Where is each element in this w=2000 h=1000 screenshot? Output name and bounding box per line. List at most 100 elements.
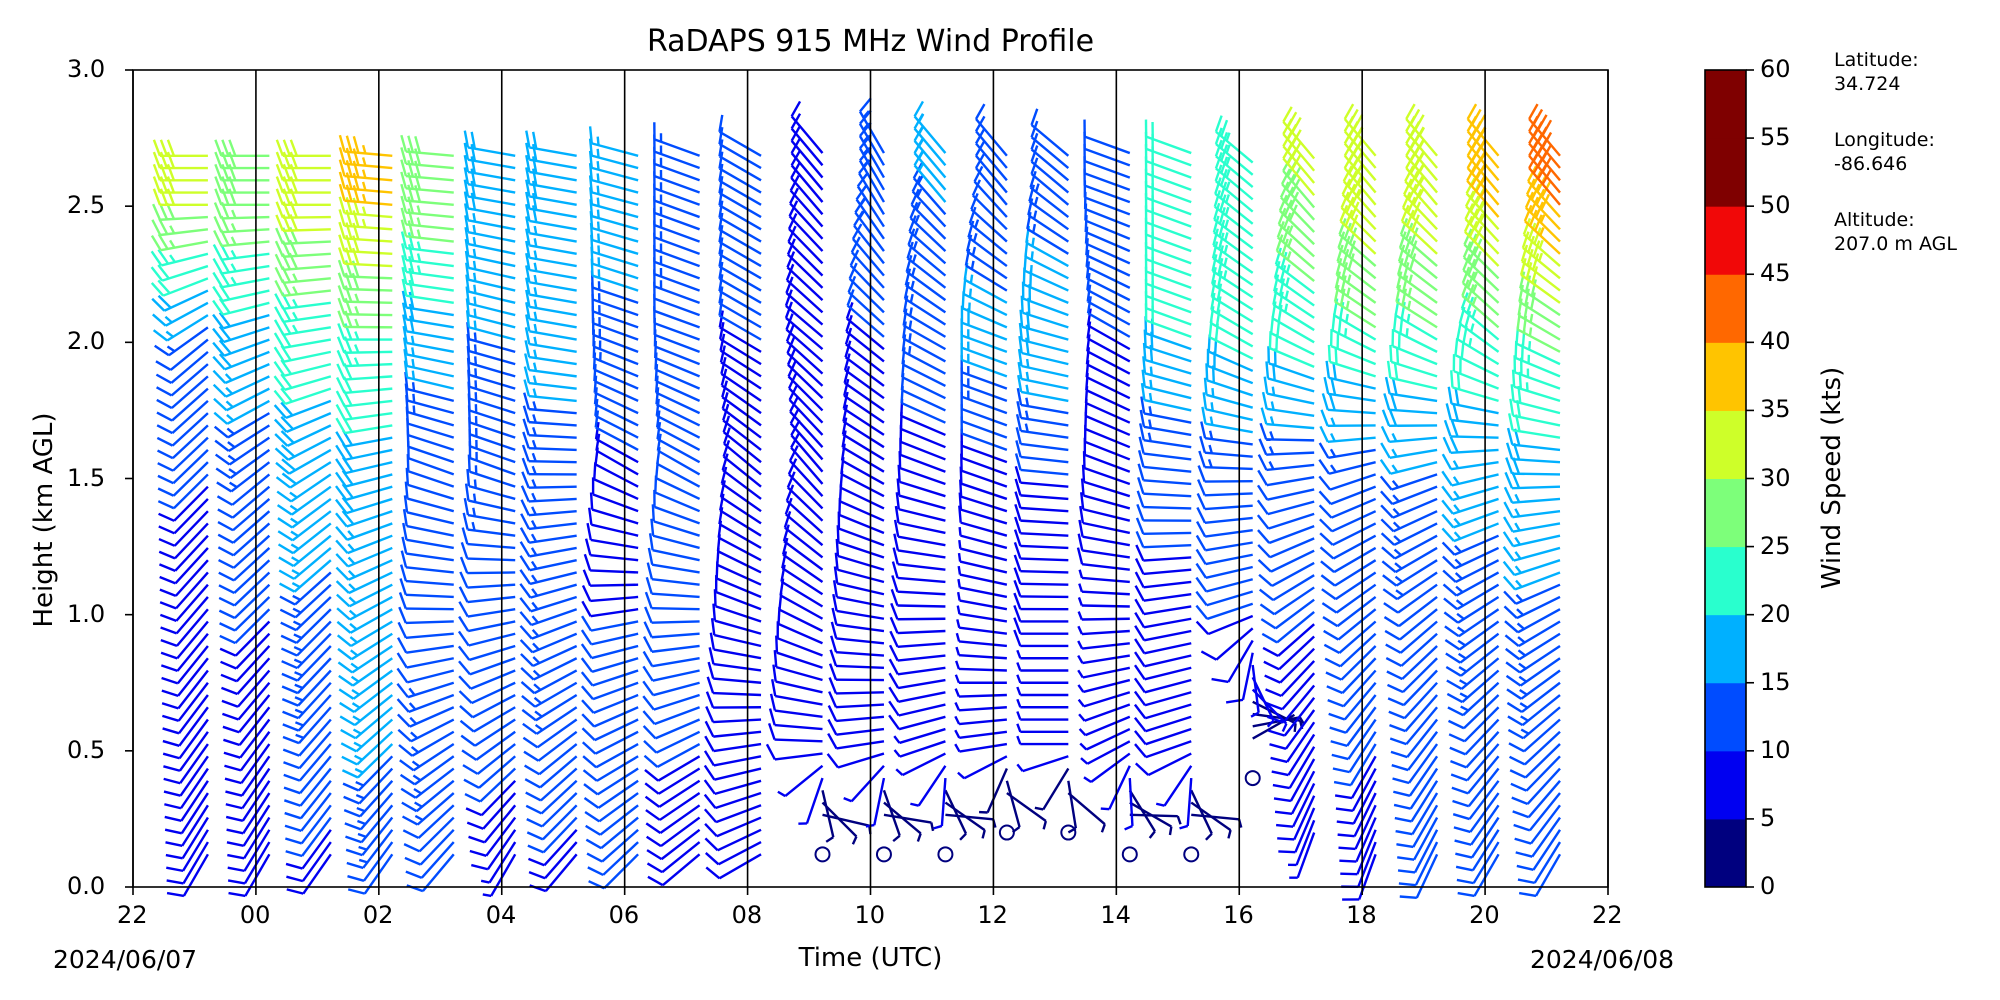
wind-barb <box>397 706 455 728</box>
wind-barb <box>401 290 454 317</box>
wind-barb <box>1444 620 1500 651</box>
wind-barb <box>897 464 946 498</box>
wind-barb <box>519 608 578 627</box>
wind-barb <box>841 417 885 461</box>
wind-barb <box>1225 652 1254 704</box>
x-tick-label: 12 <box>977 901 1008 929</box>
wind-barb <box>593 375 639 415</box>
wind-barb <box>522 718 578 749</box>
wind-barb <box>1195 562 1253 579</box>
wind-barb <box>1196 493 1253 511</box>
wind-barb <box>1258 561 1315 587</box>
wind-barb <box>1319 425 1376 444</box>
wind-barb <box>890 602 946 621</box>
wind-barb <box>643 730 701 754</box>
wind-barb <box>1139 423 1192 449</box>
wind-barb <box>1272 746 1316 790</box>
wind-barb <box>705 853 762 880</box>
wind-barb <box>1320 559 1377 587</box>
wind-barb <box>1138 436 1192 461</box>
wind-barb <box>1441 453 1499 471</box>
wind-barb <box>645 576 700 599</box>
wind-barb <box>218 571 271 607</box>
wind-barb <box>525 203 577 231</box>
wind-barb <box>1083 180 1131 216</box>
wind-barb <box>821 801 858 845</box>
wind-barb <box>718 298 762 341</box>
wind-barb <box>214 424 271 452</box>
wind-barb <box>581 693 639 714</box>
wind-barb <box>1067 792 1106 833</box>
wind-barb <box>1144 119 1192 155</box>
wind-barb <box>460 541 516 562</box>
wind-barb <box>828 691 885 709</box>
wind-barb <box>1336 780 1377 825</box>
wind-barb <box>960 440 1008 476</box>
wind-barb <box>1136 503 1192 522</box>
wind-barb <box>1195 614 1254 636</box>
wind-barb <box>905 254 947 302</box>
wind-barb <box>1134 558 1192 576</box>
wind-barb <box>1398 841 1439 887</box>
wind-barb <box>458 681 516 705</box>
x-tick-label: 18 <box>1346 901 1377 929</box>
wind-barb <box>781 537 824 583</box>
wind-barb <box>888 686 946 703</box>
wind-barb <box>895 752 946 777</box>
wind-barb <box>520 644 578 668</box>
wind-barb <box>519 595 578 613</box>
wind-barb <box>274 292 331 310</box>
wind-barb <box>1386 360 1438 390</box>
wind-barb <box>521 457 577 476</box>
wind-barb <box>400 231 454 256</box>
wind-barb <box>1326 657 1377 695</box>
wind-barb <box>400 159 454 182</box>
wind-barb <box>524 340 577 366</box>
wind-barb <box>581 615 639 632</box>
wind-barb <box>901 334 946 375</box>
wind-barb <box>850 236 885 289</box>
wind-barb <box>162 718 209 760</box>
latitude-label: Latitude: <box>1834 49 1919 71</box>
wind-barb <box>1446 669 1500 704</box>
wind-barb <box>1400 204 1438 255</box>
wind-barb <box>1278 807 1316 854</box>
wind-barb <box>464 250 516 280</box>
wind-barb <box>227 841 271 885</box>
wind-barb <box>402 337 454 366</box>
wind-barb <box>594 421 639 464</box>
wind-barb <box>1261 391 1315 418</box>
wind-barb <box>520 485 577 503</box>
wind-barb <box>1195 534 1253 552</box>
wind-barb <box>1028 184 1070 231</box>
wind-barb <box>520 657 578 681</box>
wind-barb <box>344 792 394 831</box>
wind-barb <box>1085 238 1131 277</box>
wind-barb <box>279 571 332 606</box>
wind-barb <box>469 816 517 857</box>
wind-barb <box>1519 271 1561 317</box>
wind-barb <box>339 681 394 713</box>
wind-barb <box>1190 789 1213 841</box>
wind-barb <box>910 188 947 240</box>
wind-barb <box>710 618 762 648</box>
wind-barb <box>405 467 455 501</box>
wind-barb <box>522 405 577 427</box>
wind-barb <box>525 130 577 157</box>
wind-barb <box>1272 287 1315 332</box>
wind-barb <box>933 777 947 830</box>
wind-barb <box>1014 491 1069 513</box>
wind-barb <box>1201 406 1253 434</box>
wind-barb <box>1390 718 1439 759</box>
wind-barb <box>1210 279 1254 323</box>
wind-barb <box>160 632 209 673</box>
wind-barb <box>401 779 455 813</box>
wind-barb <box>785 263 824 314</box>
wind-barb <box>642 665 700 682</box>
wind-barb <box>482 853 517 898</box>
wind-barb <box>1323 376 1376 403</box>
wind-barb <box>703 804 762 824</box>
wind-barb <box>1030 145 1070 194</box>
wind-barb <box>973 165 1008 218</box>
wind-barb <box>1520 244 1561 292</box>
